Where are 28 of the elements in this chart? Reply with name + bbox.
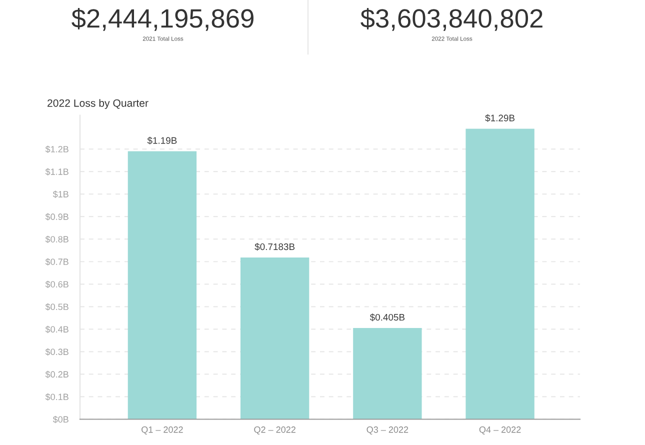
data-label: $0.7183B [254, 242, 295, 251]
y-tick-label: $0.8B [45, 236, 68, 243]
data-label: $1.19B [147, 136, 177, 144]
bar [466, 128, 534, 420]
y-tick-label: $0.5B [45, 303, 68, 311]
data-label: $0.405B [370, 314, 405, 322]
x-tick-label: Q3 – 2022 [366, 426, 408, 434]
y-tick-label: $1B [52, 190, 68, 198]
y-tick-label: $0.1B [45, 393, 68, 401]
y-tick-label: $0.7B [45, 258, 68, 266]
data-label: $1.29B [485, 114, 515, 122]
x-tick-label: Q4 – 2022 [479, 426, 521, 434]
x-tick-label: Q1 – 2022 [142, 426, 183, 434]
y-tick-label: $0.6B [45, 280, 68, 288]
bar [353, 328, 422, 420]
x-tick-label: Q2 – 2022 [254, 426, 296, 434]
y-tick-label: $0.3B [45, 348, 68, 356]
bar [240, 258, 310, 420]
y-tick-label: $0.2B [45, 370, 68, 378]
y-tick-label: $0.9B [45, 213, 68, 220]
y-tick-label: $0B [52, 416, 68, 424]
chart-title: 2022 Loss by Quarter [48, 99, 148, 109]
y-tick-label: $0.4B [45, 326, 68, 334]
y-tick-label: $1.1B [45, 168, 68, 176]
y-tick-label: $1.2B [45, 146, 68, 153]
bar [128, 151, 197, 420]
text: $2,444,195,869 [72, 8, 254, 31]
text: $3,603,840,802 [360, 8, 542, 31]
